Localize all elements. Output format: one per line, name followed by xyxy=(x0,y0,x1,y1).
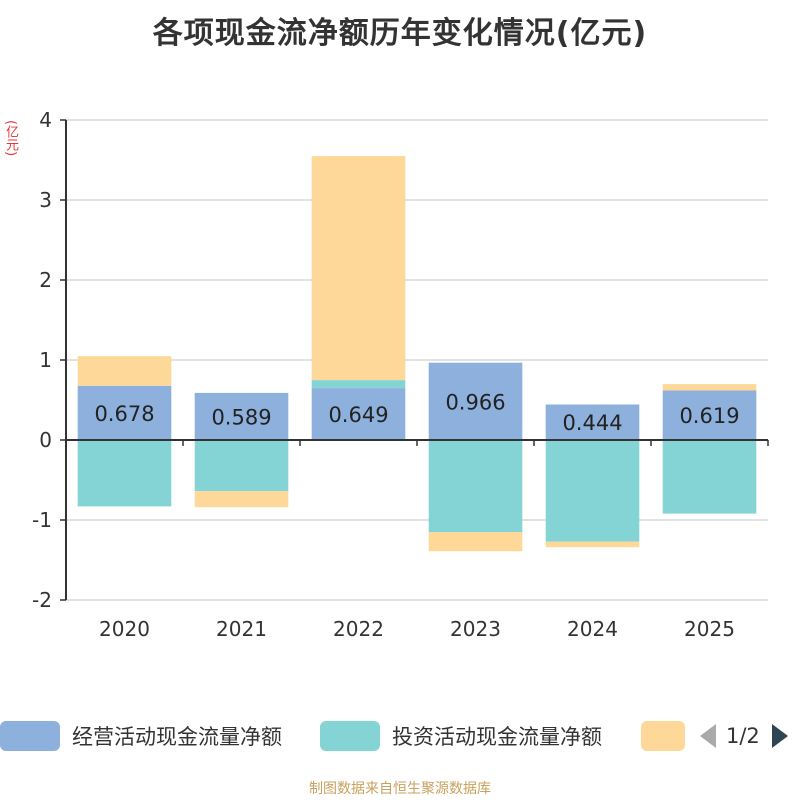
data-source-note: 制图数据来自恒生聚源数据库 xyxy=(309,781,491,797)
grid-lines xyxy=(66,119,768,601)
bar-operating-2020[interactable] xyxy=(77,385,172,440)
legend-pager: 1/2 xyxy=(700,720,788,752)
data-label-2024: 0.444 xyxy=(562,411,622,435)
x-tick-label-2020: 2020 xyxy=(99,617,150,641)
x-tick-label-2025: 2025 xyxy=(684,617,735,641)
x-tick-label-2021: 2021 xyxy=(216,617,267,641)
y-tick-label: -2 xyxy=(32,588,52,612)
axes: -2 -1 0 1 2 3 4 2020 2021 2022 2023 2024 2025 xyxy=(32,108,769,641)
y-tick-label: -1 xyxy=(32,508,52,532)
legend: 经营活动现金流量净额 投资活动现金流量净额 1/2 xyxy=(0,716,800,756)
data-label-2025: 0.619 xyxy=(679,404,739,428)
y-tick-label: 4 xyxy=(39,108,52,132)
legend-item-financing[interactable] xyxy=(641,720,685,752)
x-tick-label-2023: 2023 xyxy=(450,617,501,641)
y-tick-label: 3 xyxy=(39,188,52,212)
bar-financing-2024[interactable] xyxy=(545,541,640,548)
legend-swatch-operating xyxy=(0,721,60,751)
bar-operating-2022[interactable] xyxy=(311,388,406,440)
y-tick-label: 0 xyxy=(39,428,52,452)
bar-investing-2025[interactable] xyxy=(662,440,757,514)
legend-page-indicator: 1/2 xyxy=(726,724,760,748)
bar-investing-2021[interactable] xyxy=(194,440,289,492)
x-tick-label-2024: 2024 xyxy=(567,617,618,641)
data-label-2022: 0.649 xyxy=(328,403,388,427)
bar-investing-2022[interactable] xyxy=(311,380,406,389)
legend-label-operating: 经营活动现金流量净额 xyxy=(72,725,282,749)
legend-swatch-investing xyxy=(320,721,380,751)
x-tick-label-2022: 2022 xyxy=(333,617,384,641)
y-tick-label: 1 xyxy=(39,348,52,372)
legend-item-investing[interactable]: 投资活动现金流量净额 xyxy=(320,720,602,752)
legend-item-operating[interactable]: 经营活动现金流量净额 xyxy=(0,720,282,752)
legend-swatch-financing xyxy=(641,721,685,751)
bar-operating-2023[interactable] xyxy=(428,362,523,440)
y-axis-unit: (亿元) xyxy=(3,120,18,157)
bar-operating-2021[interactable] xyxy=(194,392,289,440)
bar-financing-2020[interactable] xyxy=(77,356,172,386)
bar-operating-2025[interactable] xyxy=(662,390,757,440)
data-label-2023: 0.966 xyxy=(445,390,505,414)
bar-investing-2024[interactable] xyxy=(545,440,640,542)
bar-investing-2020[interactable] xyxy=(77,440,172,507)
data-label-2021: 0.589 xyxy=(211,405,271,429)
legend-prev-page-icon[interactable] xyxy=(700,724,716,748)
legend-label-investing: 投资活动现金流量净额 xyxy=(392,725,602,749)
data-labels: 0.678 0.589 0.649 0.966 0.444 0.619 xyxy=(94,390,739,435)
chart-title: 各项现金流净额历年变化情况(亿元) xyxy=(152,16,648,51)
legend-next-page-icon[interactable] xyxy=(771,724,788,748)
bar-investing-2023[interactable] xyxy=(428,440,523,532)
bar-financing-2023[interactable] xyxy=(428,532,523,552)
bar-financing-2025[interactable] xyxy=(662,384,757,391)
y-tick-label: 2 xyxy=(39,268,52,292)
bars xyxy=(77,156,757,552)
bar-financing-2021[interactable] xyxy=(194,491,289,508)
bar-operating-2024[interactable] xyxy=(545,404,640,440)
bar-financing-2022[interactable] xyxy=(311,156,406,381)
data-label-2020: 0.678 xyxy=(94,402,154,426)
